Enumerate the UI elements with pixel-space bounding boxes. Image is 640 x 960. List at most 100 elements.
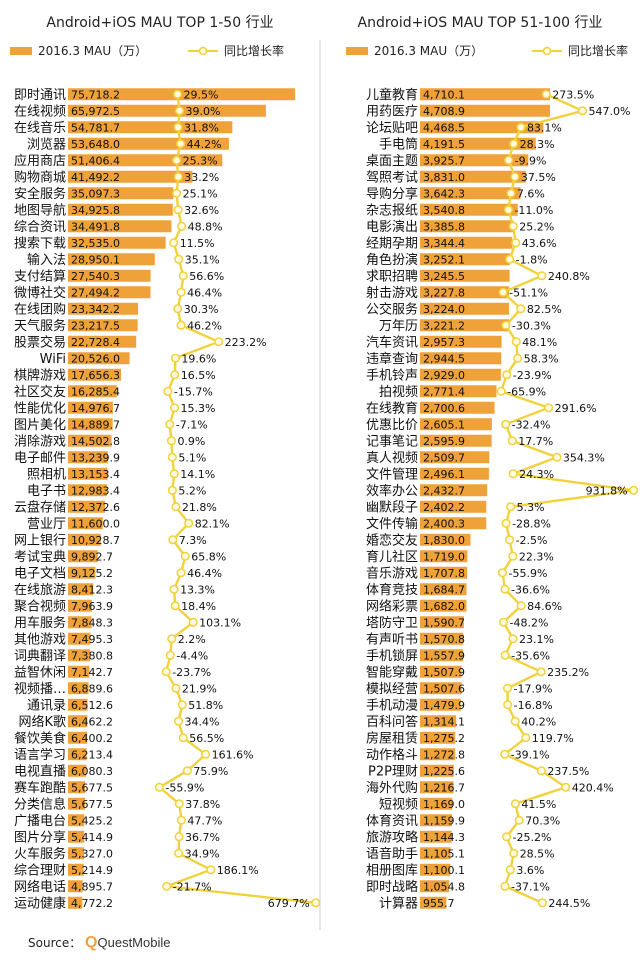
- growth-label: 32.6%: [184, 204, 219, 217]
- bar-value-label: 5,214.9: [71, 864, 113, 877]
- bar-value-label: 23,342.2: [71, 303, 120, 316]
- growth-label: 19.6%: [181, 352, 216, 365]
- growth-point: [170, 601, 180, 611]
- bar-value-label: 34,925.8: [71, 204, 120, 217]
- category-label: 综合理财: [14, 863, 66, 878]
- legend-bar-label: 2016.3 MAU（万）: [374, 44, 483, 58]
- bar: [68, 500, 106, 513]
- bar: [420, 781, 454, 794]
- bar-value-label: 2,771.4: [423, 385, 465, 398]
- category-label: 微博社交: [14, 285, 66, 301]
- growth-point: [516, 122, 526, 132]
- bar-value-label: 7,495.3: [71, 633, 113, 646]
- growth-label: 0.9%: [177, 435, 205, 448]
- bar-value-label: 2,700.6: [423, 402, 465, 415]
- growth-label: -39.1%: [511, 748, 550, 761]
- growth-point: [497, 568, 508, 578]
- bar: [420, 797, 453, 810]
- growth-label: 240.8%: [548, 270, 590, 283]
- growth-point: [501, 419, 511, 429]
- bar-value-label: 1,719.0: [423, 550, 465, 563]
- bar-value-label: 2,929.0: [423, 369, 465, 382]
- legend-line-label: 同比增长率: [568, 43, 628, 58]
- growth-label: 28.3%: [520, 138, 555, 151]
- category-label: 百科问答: [366, 714, 418, 730]
- growth-point: [214, 337, 224, 347]
- bar-value-label: 1,682.0: [423, 600, 465, 613]
- growth-point: [498, 287, 508, 297]
- bar: [420, 368, 501, 381]
- bar-value-label: 1,479.9: [423, 699, 465, 712]
- category-label: 用药医疗: [366, 104, 418, 119]
- growth-point: [552, 452, 562, 462]
- bar-value-label: 5,414.9: [71, 831, 113, 844]
- bar-value-label: 3,925.7: [423, 154, 465, 167]
- growth-label: 29.5%: [184, 88, 219, 101]
- right-panel-title: Android+iOS MAU TOP 51-100 行业: [357, 15, 603, 31]
- growth-label: 22.3%: [519, 550, 554, 563]
- bar: [420, 649, 463, 662]
- growth-label: 14.1%: [180, 468, 215, 481]
- category-label: 相册图库: [366, 862, 418, 878]
- legend-line-marker: [542, 46, 552, 56]
- category-label: 房屋租赁: [366, 730, 418, 746]
- growth-point: [161, 667, 171, 677]
- growth-point: [176, 815, 186, 825]
- bar: [420, 269, 510, 282]
- growth-point: [176, 139, 186, 149]
- growth-point: [500, 584, 510, 594]
- bar: [68, 847, 84, 860]
- growth-point: [516, 304, 526, 314]
- bar-value-label: 6,512.6: [71, 699, 113, 712]
- growth-point: [171, 502, 181, 512]
- bar: [420, 583, 467, 596]
- category-label: 网络K歌: [18, 714, 66, 730]
- growth-label: 186.1%: [217, 864, 259, 877]
- bar: [68, 682, 89, 695]
- bar-value-label: 3,385.8: [423, 220, 465, 233]
- category-label: 违章查询: [366, 351, 418, 367]
- growth-label: 13.3%: [180, 583, 215, 596]
- growth-label: 44.2%: [187, 138, 222, 151]
- growth-point: [516, 601, 526, 611]
- bar-value-label: 7,380.8: [71, 649, 113, 662]
- bar-value-label: 53,648.0: [71, 138, 120, 151]
- legend-line-label: 同比增长率: [224, 43, 284, 58]
- growth-label: 48.1%: [522, 336, 557, 349]
- bar: [68, 880, 83, 893]
- bar-value-label: 2,402.2: [423, 501, 465, 514]
- growth-point: [154, 782, 164, 792]
- bar: [420, 830, 452, 843]
- bar-value-label: 3,831.0: [423, 171, 465, 184]
- bar: [420, 170, 526, 183]
- growth-point: [577, 106, 588, 116]
- growth-label: 47.7%: [187, 814, 222, 827]
- category-label: 电子邮件: [14, 451, 66, 466]
- bar: [68, 896, 83, 909]
- growth-label: -7.1%: [176, 418, 208, 431]
- category-label: 文件传输: [366, 516, 418, 532]
- growth-point: [174, 254, 184, 264]
- category-label: 性能优化: [14, 401, 66, 416]
- bar: [68, 616, 92, 629]
- growth-point: [561, 782, 571, 792]
- questmobile-logo: QQuestMobile: [85, 934, 171, 951]
- growth-point: [174, 106, 185, 116]
- growth-point: [172, 188, 182, 198]
- bar-value-label: 1,507.6: [423, 682, 465, 695]
- bar: [68, 698, 88, 711]
- bar-value-label: 16,285.4: [71, 385, 120, 398]
- category-label: 地图导航: [14, 202, 66, 218]
- growth-label: 46.2%: [187, 319, 222, 332]
- category-label: 餐饮美食: [14, 730, 66, 746]
- growth-point: [311, 898, 321, 908]
- category-label: P2P理财: [368, 764, 418, 779]
- bar-value-label: 7,142.7: [71, 666, 113, 679]
- growth-point: [176, 287, 186, 297]
- bar-value-label: 1,684.7: [423, 583, 465, 596]
- bar-value-label: 28,950.1: [71, 253, 120, 266]
- bar: [420, 467, 489, 480]
- growth-point: [173, 122, 183, 132]
